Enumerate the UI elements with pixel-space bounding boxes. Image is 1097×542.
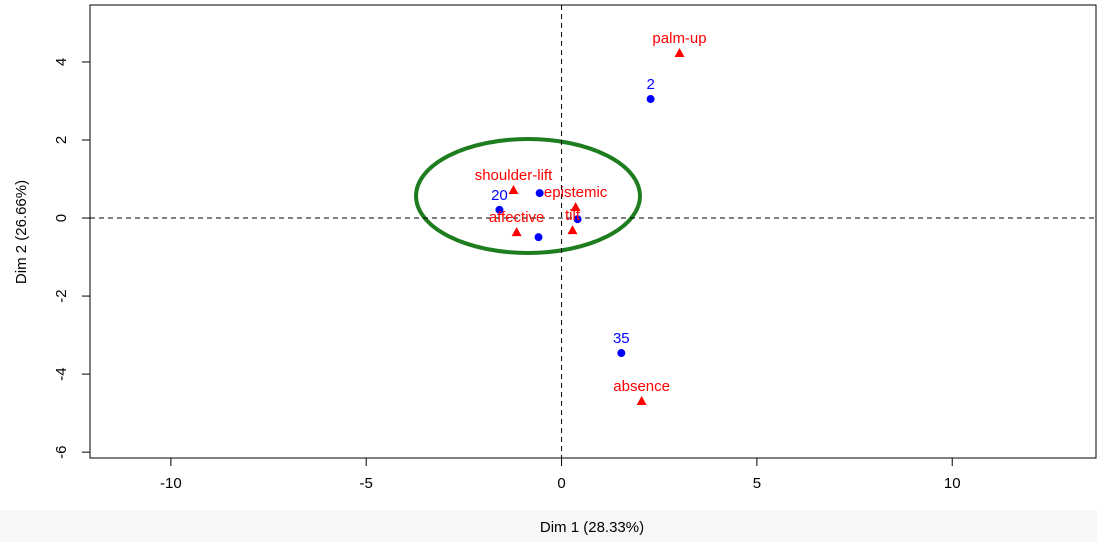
x-tick-label: -5 [360, 475, 373, 492]
point-label: 20 [491, 187, 508, 204]
point-label: palm-up [652, 30, 706, 47]
x-tick-label: 10 [944, 475, 961, 492]
category-point [674, 47, 685, 57]
individual-point [573, 215, 582, 224]
category-point [636, 396, 647, 406]
y-tick-label: -2 [53, 289, 70, 302]
category-point [567, 225, 578, 235]
y-tick-label: 2 [53, 136, 70, 144]
individual-point [617, 349, 626, 358]
category-point [511, 227, 522, 237]
individual-point [646, 95, 655, 104]
individual-point [534, 233, 543, 242]
point-label: tilt [565, 207, 581, 224]
point-label: affective [489, 209, 545, 226]
x-tick-label: -10 [160, 475, 182, 492]
point-label: 2 [646, 76, 654, 93]
individual-point [495, 205, 504, 214]
category-point [570, 202, 581, 212]
point-label: 35 [613, 330, 630, 347]
individual-point [535, 189, 544, 198]
plot-frame [89, 4, 1097, 459]
x-tick-label: 5 [753, 475, 761, 492]
y-tick-label: 4 [53, 58, 70, 66]
y-tick-label: -4 [53, 367, 70, 380]
x-tick-label: 0 [557, 475, 565, 492]
y-axis-label: Dim 2 (26.66%) [13, 180, 30, 284]
category-point [508, 184, 519, 194]
point-label: epistemic [544, 184, 608, 201]
point-label: shoulder-lift [475, 167, 553, 184]
y-tick-label: -6 [53, 445, 70, 458]
x-axis-label: Dim 1 (28.33%) [540, 519, 644, 536]
footer-band [0, 510, 1097, 542]
highlight-ellipse [414, 137, 642, 255]
point-label: absence [613, 378, 670, 395]
y-tick-label: 0 [53, 214, 70, 222]
